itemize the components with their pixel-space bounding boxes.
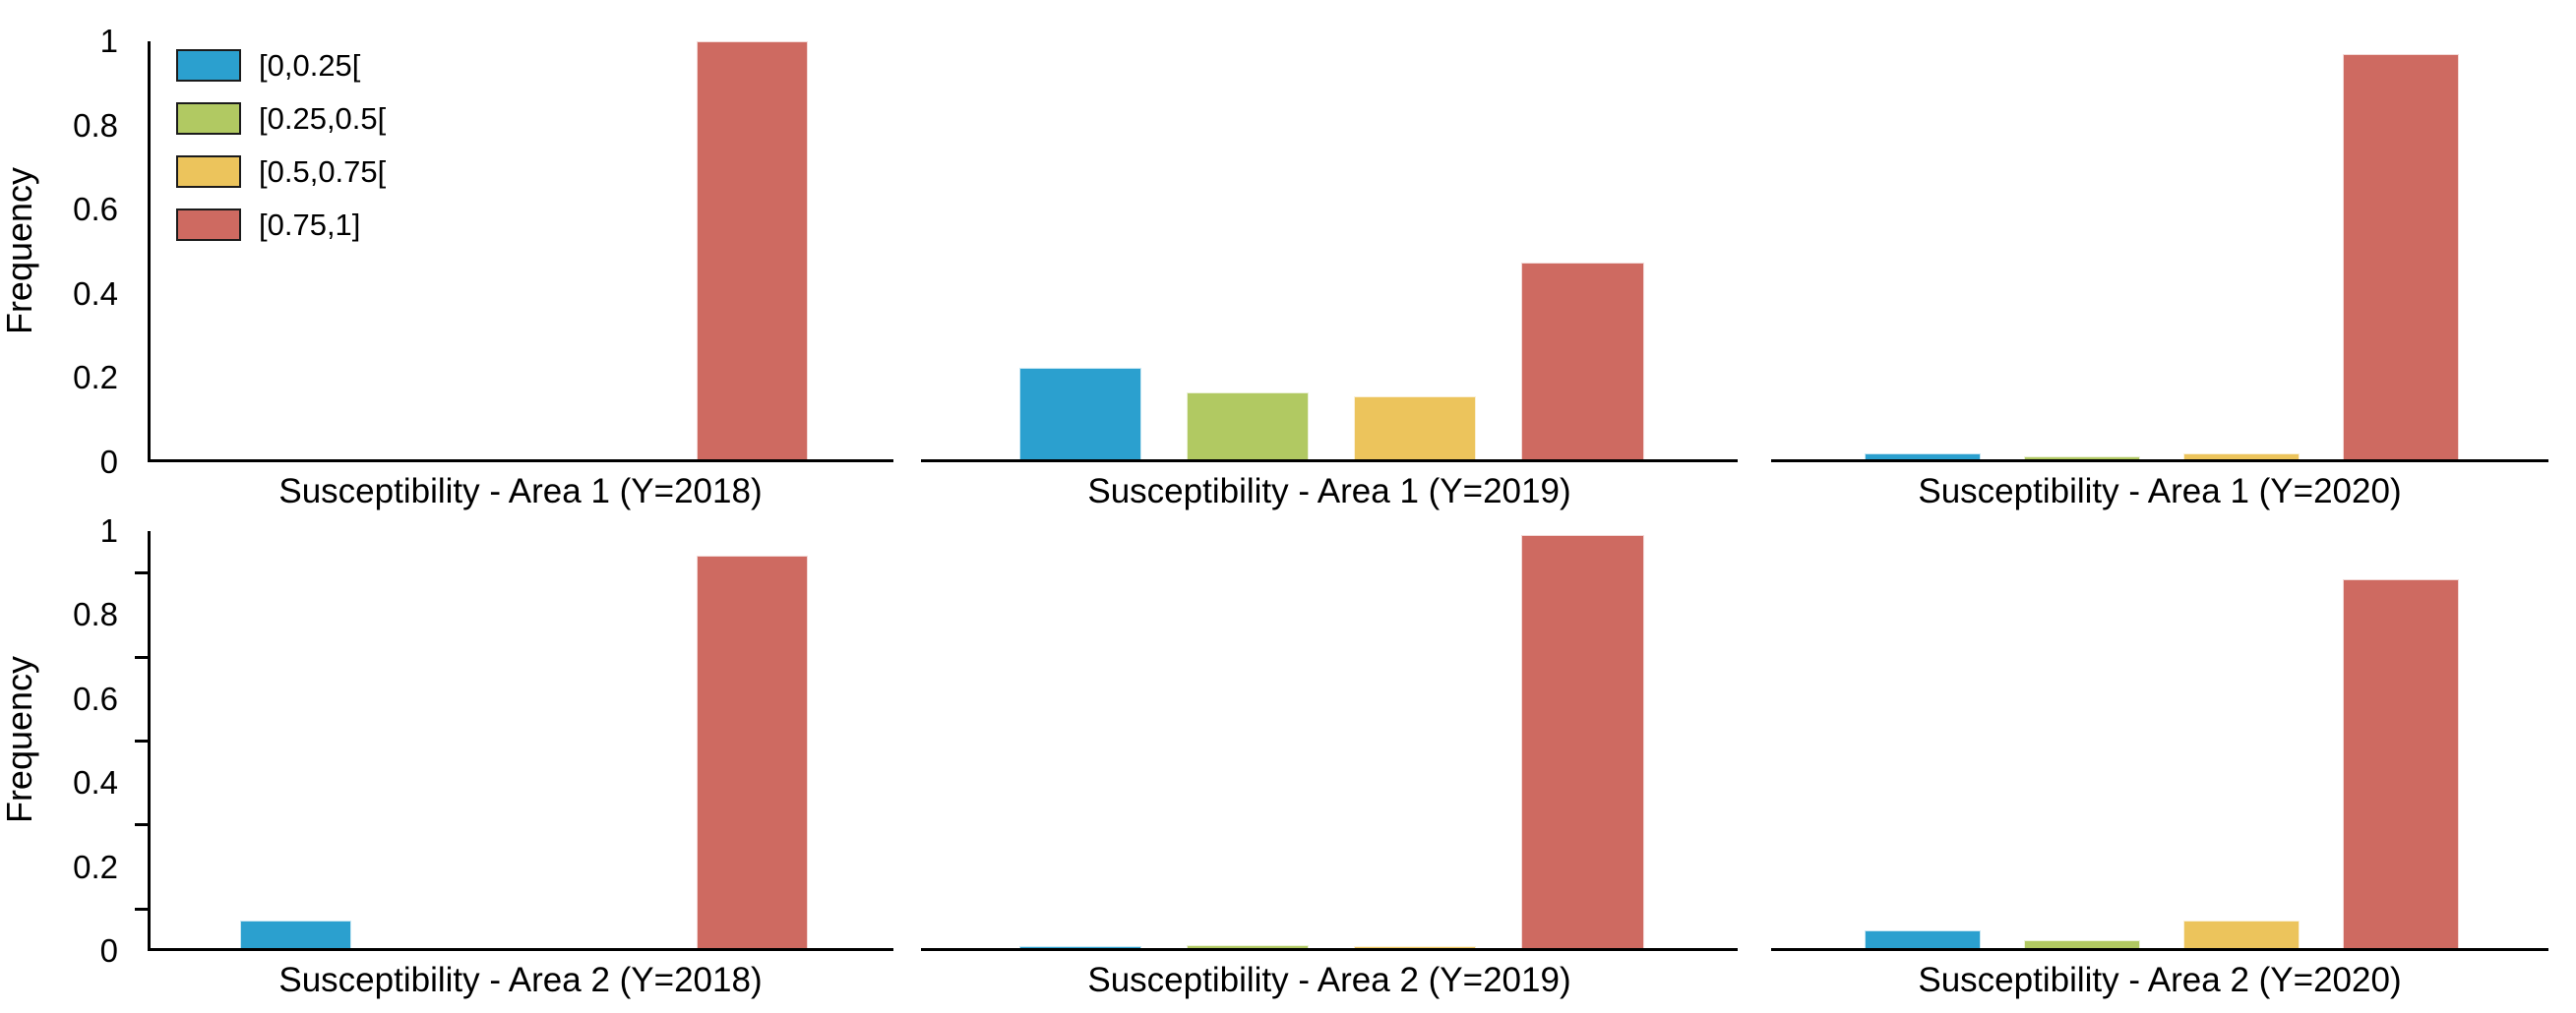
bar-bin-1	[2023, 456, 2141, 459]
x-axis-label: Susceptibility - Area 1 (Y=2019)	[1087, 472, 1571, 510]
y-minor-tick	[135, 655, 148, 659]
y-tick-label: 0	[99, 444, 118, 480]
y-axis-label-text: Frequency	[0, 655, 39, 824]
legend-item: [0.5,0.75[	[176, 155, 386, 188]
bar-bin-3	[696, 556, 809, 948]
y-tick-label: 1	[99, 512, 118, 549]
legend-label: [0,0.25[	[259, 48, 361, 83]
y-tick-label: 1	[99, 23, 118, 59]
legend-label: [0.5,0.75[	[259, 154, 387, 189]
subplot-susceptibility-area-1-y-2020: Susceptibility - Area 1 (Y=2020)	[1771, 41, 2548, 510]
bar-bin-1	[1186, 392, 1310, 459]
legend-swatch-0	[176, 49, 241, 82]
y-axis-label-text: Frequency	[0, 166, 39, 334]
y-minor-tick	[135, 740, 148, 743]
y-tick-label: 0.2	[73, 848, 118, 885]
x-axis-label: Susceptibility - Area 2 (Y=2019)	[1087, 961, 1571, 999]
bar-bin-0	[1864, 930, 1982, 948]
y-tick-label: 0.4	[73, 764, 118, 802]
bar-bin-0	[1864, 453, 1982, 459]
y-tick-label: 0	[99, 932, 118, 969]
plot-area	[1771, 531, 2548, 951]
bar-bin-2	[1353, 396, 1477, 459]
legend-item: [0.75,1]	[176, 209, 386, 241]
bar-bin-0	[1018, 367, 1142, 459]
plot-area: 0 0.2 0.4 0.6 0.8 1 Frequency	[0, 512, 893, 969]
plot-area	[1771, 41, 2548, 462]
bar-bin-3	[1521, 535, 1644, 948]
y-tick-label: 0.4	[73, 274, 118, 312]
y-axis-label: Frequency	[0, 531, 54, 948]
y-minor-tick	[135, 571, 148, 575]
bar-bin-2	[1353, 945, 1477, 948]
x-axis-label: Susceptibility - Area 1 (Y=2020)	[1918, 472, 2402, 510]
legend-item: [0,0.25[	[176, 49, 386, 82]
bar-bin-3	[1521, 263, 1644, 459]
legend-label: [0.75,1]	[259, 208, 361, 242]
legend-swatch-2	[176, 155, 241, 188]
legend-swatch-1	[176, 102, 241, 135]
legend-label: [0.25,0.5[	[259, 101, 387, 136]
y-minor-tick	[135, 907, 148, 911]
x-axis-label: Susceptibility - Area 2 (Y=2018)	[278, 961, 763, 999]
bar-bin-3	[2342, 53, 2460, 459]
y-tick-label: 0.6	[73, 680, 118, 717]
subplot-susceptibility-area-2-y-2018: 0 0.2 0.4 0.6 0.8 1 Frequency Susceptibility - …	[0, 512, 893, 999]
y-tick-label: 0.6	[73, 191, 118, 228]
bar-bin-3	[696, 41, 809, 459]
y-tick-label: 0.8	[73, 596, 118, 633]
x-axis-label: Susceptibility - Area 2 (Y=2020)	[1918, 961, 2402, 999]
subplot-susceptibility-area-1-y-2018: 0 0.2 0.4 0.6 0.8 1 Frequency [0,0.25[ [0.25,0.5…	[0, 23, 893, 510]
bar-bin-1	[1186, 944, 1310, 948]
x-axis-label: Susceptibility - Area 1 (Y=2018)	[278, 472, 763, 510]
plot-area	[921, 41, 1738, 462]
bar-bin-3	[2342, 578, 2460, 948]
bar-bin-2	[2182, 921, 2300, 948]
bar-bin-2	[2182, 453, 2300, 459]
legend-swatch-3	[176, 209, 241, 241]
bar-bin-0	[239, 921, 351, 948]
y-tick-label: 0.8	[73, 106, 118, 144]
y-minor-tick	[135, 823, 148, 827]
bar-bin-1	[2023, 939, 2141, 948]
legend: [0,0.25[ [0.25,0.5[ [0.5,0.75[ [0.75,1]	[176, 49, 386, 241]
plot-area	[921, 531, 1738, 951]
y-tick-label: 0.2	[73, 359, 118, 396]
subplot-susceptibility-area-2-y-2019: Susceptibility - Area 2 (Y=2019)	[921, 531, 1738, 999]
subplot-susceptibility-area-1-y-2019: Susceptibility - Area 1 (Y=2019)	[921, 41, 1738, 510]
subplot-susceptibility-area-2-y-2020: Susceptibility - Area 2 (Y=2020)	[1771, 531, 2548, 999]
y-axis-label: Frequency	[0, 41, 54, 459]
bar-bin-0	[1018, 945, 1142, 948]
legend-item: [0.25,0.5[	[176, 102, 386, 135]
plot-area: 0 0.2 0.4 0.6 0.8 1 Frequency [0,0.25[ [0.25,0.5…	[0, 23, 893, 480]
